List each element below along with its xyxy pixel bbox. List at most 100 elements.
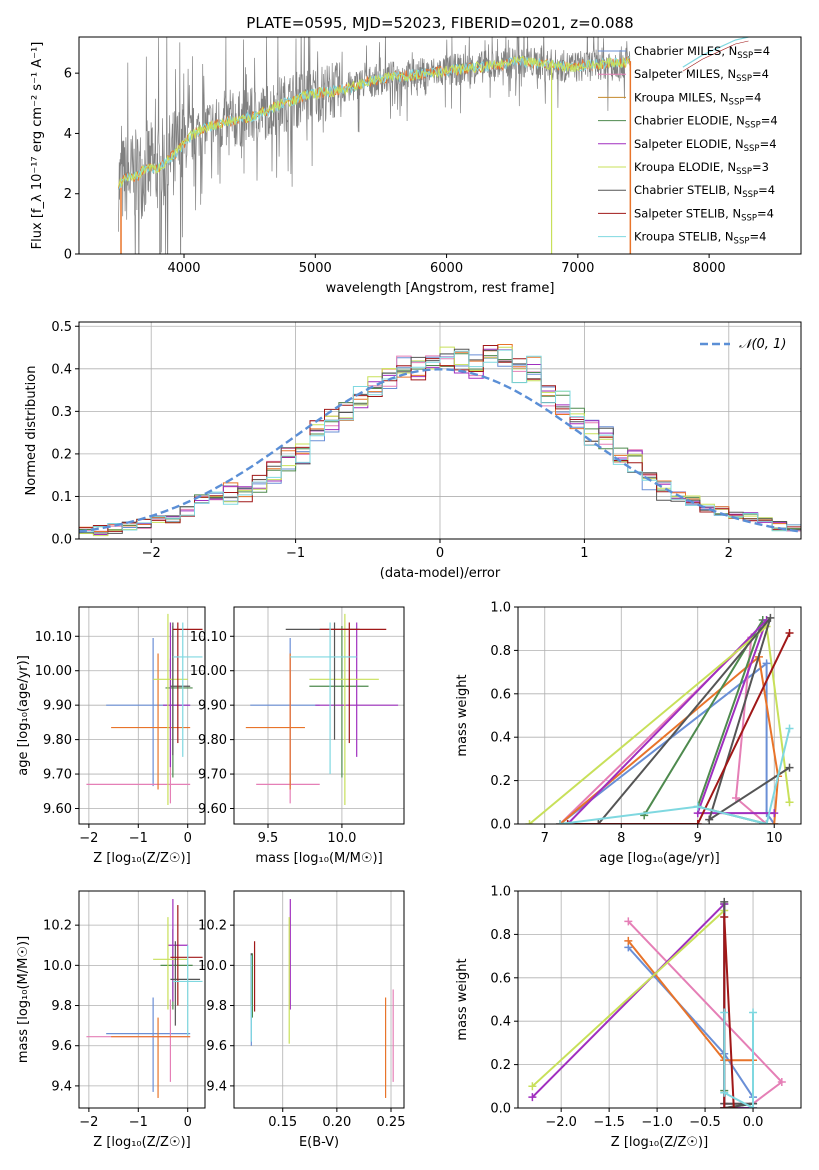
- data-point: [172, 622, 203, 744]
- legend-label: Kroupa MILES, NSSP=4: [634, 90, 761, 107]
- weight-marker: [762, 820, 771, 824]
- y-tick-label: 0.4: [490, 731, 511, 746]
- weight-series-line: [566, 619, 775, 824]
- x-tick-label: 2: [725, 546, 733, 561]
- data-point: [172, 622, 203, 757]
- plot-area: [86, 613, 203, 806]
- x-tick-label: −2.0: [545, 1115, 577, 1130]
- y-tick-label: 9.80: [43, 733, 72, 748]
- x-tick-label: 7000: [561, 261, 594, 276]
- plot-area: [79, 344, 801, 537]
- legend-label: Kroupa STELIB, NSSP=4: [634, 230, 766, 247]
- y-axis-label: mass [log₁₀(M/M☉)]: [16, 936, 31, 1063]
- y-axis-label: mass weight: [455, 958, 470, 1040]
- y-tick-label: 9.4: [206, 1079, 227, 1094]
- x-tick-label: −2: [79, 831, 98, 846]
- y-tick-label: 9.60: [198, 802, 227, 817]
- figure-title: PLATE=0595, MJD=52023, FIBERID=0201, z=0…: [246, 14, 633, 32]
- spectrum-model-tail: [682, 40, 749, 72]
- data-point: [153, 917, 188, 1010]
- y-tick-label: 0.2: [490, 1058, 511, 1073]
- plot-area: [245, 613, 399, 806]
- x-tick-label: 0.25: [377, 1115, 406, 1130]
- y-tick-label: 9.90: [43, 699, 72, 714]
- axes-frame: [233, 890, 405, 1109]
- y-tick-label: 0.8: [490, 644, 511, 659]
- weight-marker: [525, 820, 534, 824]
- panel-mass-vs-Z: −2 −1 0 9.4 9.6 9.8 10.0 10.2 Z [log₁₀(Z/Z☉)] mas…: [16, 890, 206, 1150]
- data-point: [170, 622, 191, 756]
- y-tick-label: 0.2: [51, 447, 72, 462]
- data-point: [250, 638, 320, 787]
- weight-marker: [624, 936, 633, 945]
- plot-area: [528, 897, 786, 1108]
- y-tick-label: 1.0: [490, 601, 511, 616]
- data-point: [315, 622, 399, 757]
- y-tick-label: 0.4: [51, 362, 72, 377]
- x-tick-label: 9.5: [258, 831, 279, 846]
- weight-marker: [693, 802, 702, 811]
- x-tick-label: 10: [766, 831, 783, 846]
- y-tick-label: 9.70: [43, 768, 72, 783]
- data-point: [170, 941, 201, 1026]
- x-axis-label: (data-model)/error: [380, 566, 501, 581]
- legend-label: Kroupa ELODIE, NSSP=3: [634, 160, 769, 177]
- weight-marker: [729, 1104, 738, 1108]
- y-tick-label: 0.0: [490, 818, 511, 833]
- weight-series-line: [559, 661, 776, 824]
- data-point: [319, 622, 387, 744]
- y-tick-label: 10.0: [43, 959, 72, 974]
- weight-marker: [720, 1104, 729, 1108]
- weight-marker: [528, 1082, 537, 1091]
- legend-label: Chabrier MILES, NSSP=4: [634, 44, 770, 61]
- legend-label: Salpeter MILES, NSSP=4: [634, 67, 769, 84]
- data-point: [153, 613, 188, 806]
- y-axis-label: Flux [f_λ 10⁻¹⁷ erg cm⁻² s⁻¹ A⁻¹]: [30, 42, 45, 250]
- weight-marker: [720, 897, 729, 906]
- legend-label: Chabrier ELODIE, NSSP=4: [634, 114, 778, 131]
- spectrum-model-line: [118, 56, 631, 190]
- weight-marker: [594, 820, 603, 824]
- weight-marker: [528, 1093, 537, 1102]
- weight-marker: [749, 1008, 758, 1017]
- histogram-step: [79, 349, 801, 533]
- data-point: [165, 625, 193, 778]
- spectrum-model-line: [117, 55, 631, 187]
- x-tick-label: 0: [184, 831, 192, 846]
- x-tick-label: 10.0: [327, 831, 356, 846]
- x-axis-label: E(B-V): [299, 1135, 339, 1150]
- data-point: [290, 622, 357, 775]
- x-tick-label: 5000: [299, 261, 332, 276]
- axes-frame: [78, 36, 802, 255]
- x-tick-label: 1: [580, 546, 588, 561]
- x-axis-label: Z [log₁₀(Z/Z☉)]: [93, 851, 190, 866]
- panel-residuals: 𝒩(0, 1) −2 −1 0 1 2 0.0 0.1 0.2 0.3 0.4 0.5 (data-mo…: [24, 320, 802, 581]
- y-tick-label: 6: [64, 67, 72, 82]
- normal-curve: [79, 368, 801, 533]
- data-point: [111, 653, 191, 790]
- x-tick-label: 0.15: [268, 1115, 297, 1130]
- x-axis-label: age [log₁₀(age/yr)]: [599, 851, 720, 866]
- weight-marker: [762, 659, 771, 668]
- plot-area: [117, 37, 749, 254]
- weight-marker: [777, 1077, 786, 1086]
- y-tick-label: 10.2: [43, 919, 72, 934]
- x-tick-label: −2: [79, 1115, 98, 1130]
- x-tick-label: 0: [184, 1115, 192, 1130]
- weight-marker: [785, 629, 794, 638]
- legend-label: Chabrier STELIB, NSSP=4: [634, 183, 775, 200]
- x-tick-label: −1.5: [593, 1115, 625, 1130]
- y-tick-label: 1.0: [490, 885, 511, 900]
- y-tick-label: 2: [64, 187, 72, 202]
- y-tick-label: 9.6: [51, 1039, 72, 1054]
- spectrum-data-line: [118, 37, 631, 254]
- weight-series-line: [559, 654, 780, 824]
- y-tick-label: 9.8: [51, 999, 72, 1014]
- weight-marker: [720, 1088, 729, 1097]
- y-tick-label: 9.80: [198, 733, 227, 748]
- weight-series-line: [597, 617, 791, 824]
- plot-area: [525, 613, 794, 824]
- y-tick-label: 10.10: [190, 630, 227, 645]
- y-tick-label: 0: [64, 248, 72, 263]
